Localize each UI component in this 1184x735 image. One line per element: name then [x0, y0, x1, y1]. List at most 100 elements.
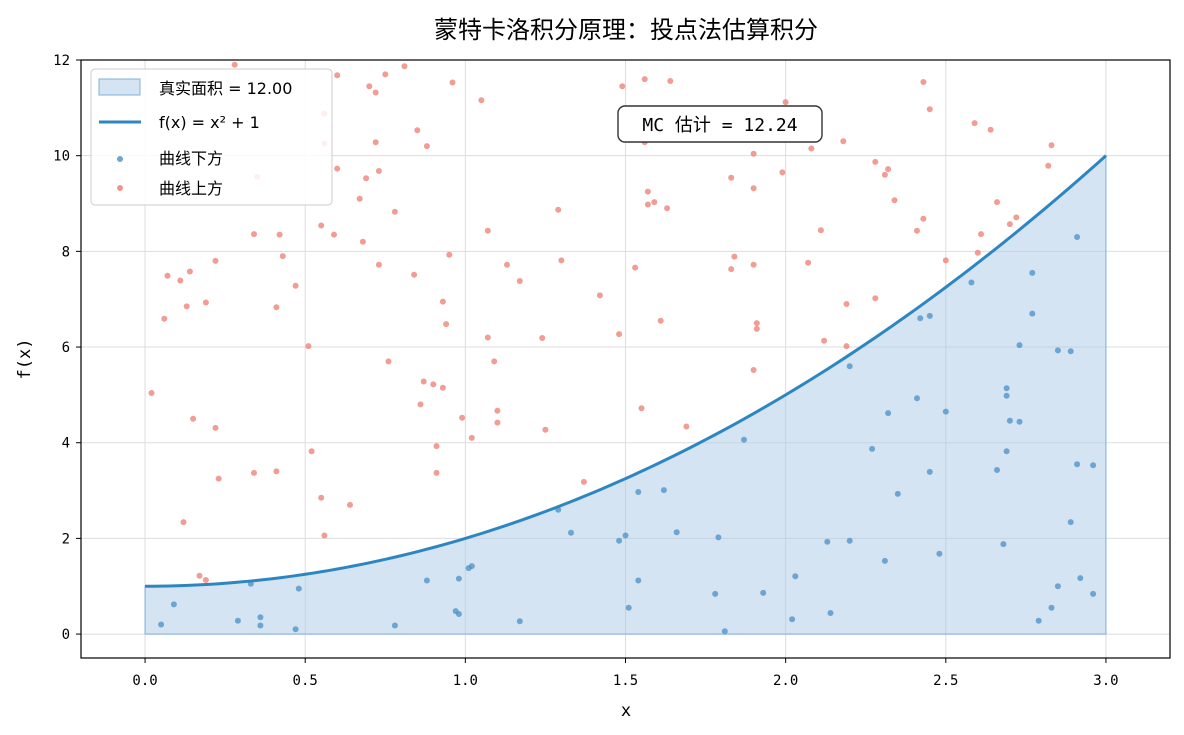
- y-tick-label: 6: [62, 340, 70, 356]
- point-under-curve: [1029, 310, 1036, 317]
- point-over-curve: [843, 301, 850, 307]
- point-under-curve: [158, 621, 165, 628]
- point-over-curve: [491, 358, 498, 365]
- point-over-curve: [231, 61, 238, 68]
- point-under-curve: [635, 489, 642, 495]
- annotation-text: MC 估计 = 12.24: [642, 115, 797, 136]
- point-over-curve: [821, 337, 828, 344]
- point-under-curve: [1074, 461, 1081, 468]
- point-over-curve: [459, 414, 466, 421]
- legend-over-marker: [117, 185, 123, 191]
- point-over-curve: [359, 238, 366, 245]
- point-over-curve: [356, 195, 363, 202]
- point-over-curve: [449, 79, 456, 86]
- point-under-curve: [1003, 448, 1010, 455]
- point-over-curve: [164, 272, 171, 279]
- point-over-curve: [885, 166, 892, 173]
- point-under-curve: [926, 468, 933, 475]
- x-tick-label: 1.5: [613, 673, 638, 689]
- point-over-curve: [215, 475, 222, 482]
- point-under-curve: [1016, 418, 1023, 425]
- point-under-curve: [760, 589, 767, 596]
- point-over-curve: [881, 171, 888, 178]
- x-tick-label: 0.5: [293, 673, 318, 689]
- point-over-curve: [974, 249, 981, 256]
- annotation-box: [617, 105, 823, 143]
- point-over-curve: [750, 367, 757, 373]
- point-over-curve: [664, 205, 671, 212]
- x-tick-label: 0.0: [132, 673, 157, 689]
- point-over-curve: [872, 295, 879, 302]
- point-over-curve: [161, 315, 168, 322]
- point-under-curve: [455, 575, 462, 582]
- point-over-curve: [468, 434, 475, 441]
- point-over-curve: [331, 231, 337, 238]
- point-over-curve: [1045, 162, 1052, 169]
- point-under-curve: [824, 538, 831, 545]
- legend-under-label: 曲线下方: [159, 149, 223, 168]
- point-under-curve: [616, 537, 623, 544]
- point-over-curve: [484, 227, 491, 234]
- point-under-curve: [516, 618, 523, 625]
- point-over-curve: [728, 174, 735, 181]
- point-over-curve: [433, 469, 440, 476]
- point-over-curve: [363, 175, 370, 182]
- point-under-curve: [568, 529, 574, 536]
- point-over-curve: [926, 106, 933, 113]
- point-over-curve: [638, 405, 645, 412]
- point-under-curve: [1090, 462, 1097, 469]
- point-over-curve: [683, 423, 690, 430]
- point-over-curve: [1013, 214, 1020, 221]
- point-over-curve: [914, 227, 920, 234]
- point-under-curve: [869, 445, 876, 452]
- point-over-curve: [619, 83, 626, 90]
- point-under-curve: [942, 408, 949, 415]
- point-over-curve: [372, 89, 379, 96]
- point-under-curve: [622, 532, 629, 539]
- point-under-curve: [885, 410, 892, 417]
- point-over-curve: [657, 317, 664, 324]
- point-under-curve: [827, 610, 834, 616]
- point-under-curve: [455, 611, 462, 617]
- point-over-curve: [494, 407, 501, 414]
- point-under-curve: [660, 487, 667, 494]
- point-under-curve: [1067, 348, 1074, 355]
- legend: 真实面积 = 12.00 f(x) = x² + 1 曲线下方 曲线上方: [90, 68, 333, 206]
- point-under-curve: [917, 315, 924, 322]
- point-over-curve: [644, 201, 651, 208]
- point-under-curve: [1006, 417, 1013, 424]
- point-under-curve: [712, 590, 719, 597]
- point-under-curve: [1016, 342, 1023, 349]
- point-over-curve: [731, 253, 738, 260]
- y-axis-ticks: 0 2 4 6 8 10 12: [53, 53, 81, 643]
- point-under-curve: [1035, 617, 1042, 624]
- x-tick-label: 1.0: [453, 673, 478, 689]
- point-under-curve: [1054, 347, 1061, 354]
- point-over-curve: [651, 199, 658, 206]
- point-over-curve: [202, 299, 209, 306]
- mc-annotation: MC 估计 = 12.24: [617, 105, 823, 143]
- point-over-curve: [212, 424, 219, 431]
- point-over-curve: [494, 419, 501, 426]
- x-axis-label: x: [621, 701, 631, 721]
- point-under-curve: [468, 563, 475, 570]
- y-tick-label: 8: [62, 244, 70, 260]
- point-over-curve: [632, 264, 639, 271]
- point-over-curve: [423, 143, 430, 150]
- point-over-curve: [978, 231, 984, 238]
- point-over-curve: [417, 401, 424, 408]
- point-over-curve: [180, 519, 187, 526]
- point-over-curve: [891, 197, 898, 204]
- point-over-curve: [971, 120, 978, 127]
- point-under-curve: [1054, 583, 1061, 590]
- point-over-curve: [987, 126, 994, 133]
- point-under-curve: [936, 550, 943, 557]
- point-under-curve: [295, 585, 302, 592]
- point-over-curve: [439, 384, 446, 391]
- point-over-curve: [439, 298, 446, 305]
- point-under-curve: [1000, 541, 1007, 548]
- point-under-curve: [741, 436, 747, 443]
- point-over-curve: [484, 334, 491, 341]
- point-under-curve: [881, 557, 888, 564]
- point-over-curve: [279, 253, 286, 260]
